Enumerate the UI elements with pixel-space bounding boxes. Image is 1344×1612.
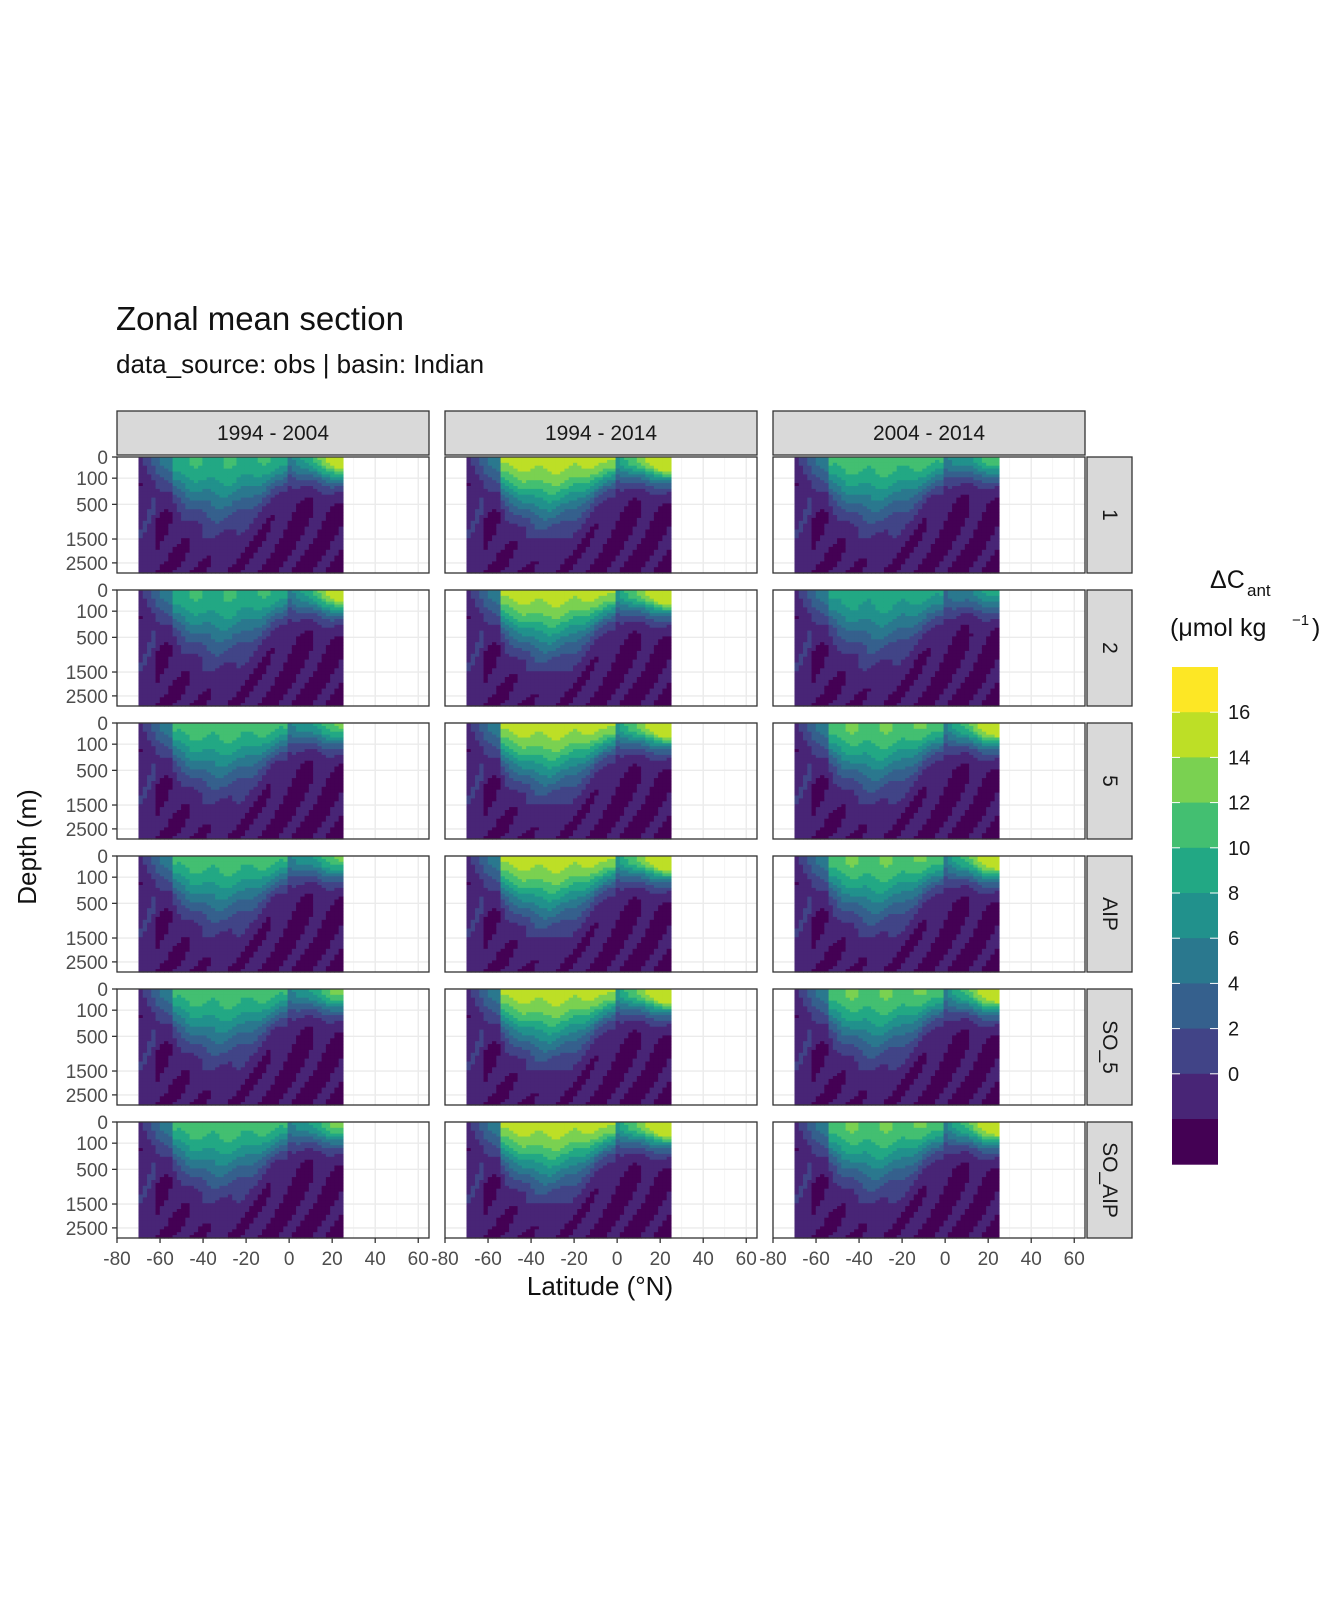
filled-contour [139, 457, 344, 574]
column-strip: 2004 - 2014 [773, 411, 1085, 455]
row-strip: 2 [1087, 590, 1132, 706]
column-strip-label: 1994 - 2004 [217, 422, 329, 445]
row-strip: AIP [1087, 856, 1132, 972]
row-strip-label: SO_AIP [1098, 1142, 1121, 1218]
facet-panel [445, 457, 757, 574]
row-strip: SO_AIP [1087, 1122, 1132, 1238]
row-strip-label: SO_5 [1098, 1020, 1121, 1074]
row-strip-label: 5 [1098, 775, 1121, 787]
column-strip: 1994 - 2014 [445, 411, 757, 455]
row-strip: 1 [1087, 457, 1132, 573]
filled-contour [467, 457, 672, 574]
row-strip: SO_5 [1087, 989, 1132, 1105]
column-strip: 1994 - 2004 [117, 411, 429, 455]
row-strip-label: AIP [1098, 897, 1121, 931]
row-strip: 5 [1087, 723, 1132, 839]
chart-title: Zonal mean section [116, 300, 404, 337]
row-strip-label: 1 [1098, 509, 1121, 521]
column-strip-label: 2004 - 2014 [873, 422, 985, 445]
column-strip-label: 1994 - 2014 [545, 422, 657, 445]
chart-subtitle: data_source: obs | basin: Indian [116, 349, 484, 379]
facet-panel [117, 457, 429, 574]
row-strip-label: 2 [1098, 642, 1121, 654]
